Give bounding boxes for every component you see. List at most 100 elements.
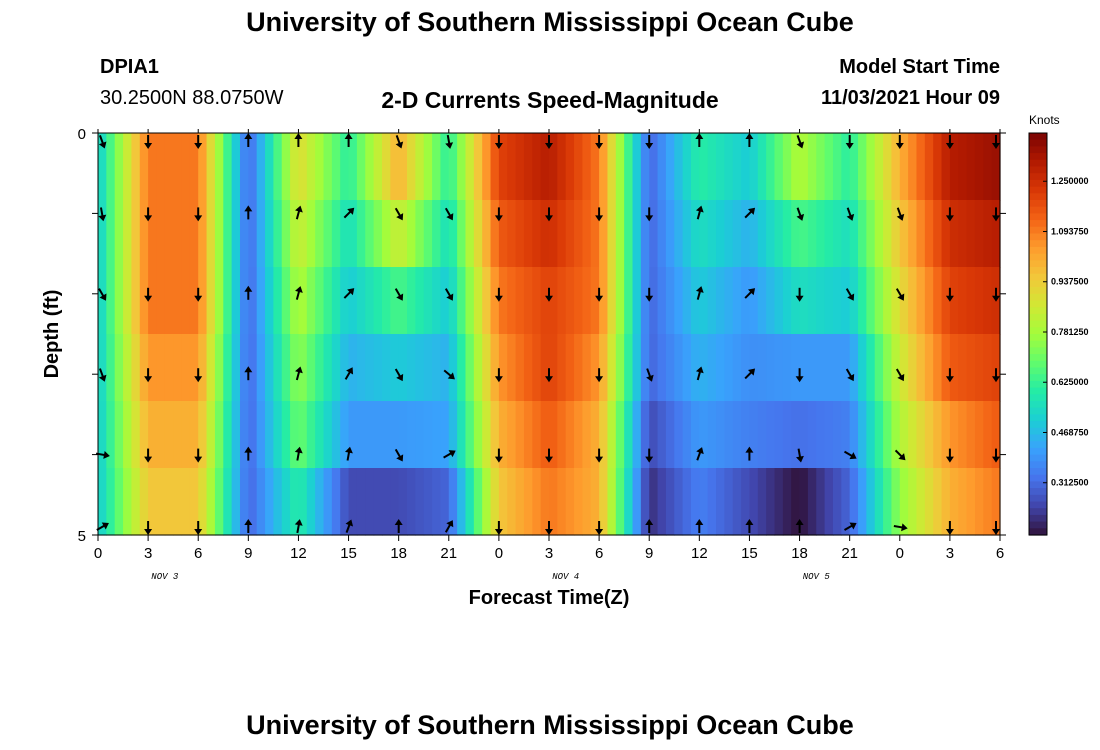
heat-cell (239, 267, 249, 335)
heat-cell (590, 133, 600, 201)
heat-cell (248, 468, 258, 536)
current-arrow (595, 207, 604, 222)
current-arrow (595, 448, 604, 463)
current-arrow (194, 207, 203, 222)
heat-cell (866, 468, 876, 536)
heat-cell (256, 334, 266, 402)
current-arrow (444, 288, 454, 301)
heat-cell (615, 267, 625, 335)
heat-cell (699, 267, 709, 335)
current-arrow (745, 133, 754, 147)
heat-cell (858, 468, 867, 536)
heat-cell (223, 334, 233, 402)
heat-cell (457, 267, 467, 335)
heat-cell (791, 200, 801, 268)
heat-cell (214, 133, 224, 201)
heat-cell (390, 133, 400, 201)
heat-cell (941, 334, 951, 402)
colorbar-segment (1029, 387, 1047, 395)
heat-cell (724, 267, 734, 335)
heat-cell (899, 200, 909, 268)
heat-cell (891, 267, 901, 335)
heat-cell (465, 267, 475, 335)
heat-cell (732, 200, 742, 268)
heat-cell (824, 267, 834, 335)
heat-cell (114, 200, 124, 268)
current-arrow (345, 446, 353, 461)
heat-cell (164, 401, 174, 469)
heat-cell (423, 267, 433, 335)
heat-cell (256, 267, 266, 335)
x-tick-label: 0 (94, 545, 102, 562)
heat-cell (949, 200, 959, 268)
current-arrow (893, 523, 908, 532)
heat-cell (281, 267, 291, 335)
currents-chart: 0 3 6 9 12 15 18 21 0 3 6 9 12 15 18 21 0 3 6 05 NOV 3 NOV … (41, 113, 1089, 609)
heat-cell (523, 401, 533, 469)
current-arrow (645, 135, 654, 149)
heat-cell (248, 267, 258, 335)
heat-cell (131, 200, 141, 268)
heat-cell (265, 133, 274, 201)
heat-cell (590, 334, 600, 402)
colorbar-segment (1029, 347, 1047, 355)
heat-cell (665, 267, 675, 335)
heat-cell (331, 200, 341, 268)
heat-cell (164, 133, 174, 201)
heat-cell (908, 133, 918, 201)
heat-cell (482, 401, 492, 469)
heat-cell (707, 133, 717, 201)
heat-cell (340, 401, 350, 469)
heat-cell (515, 200, 525, 268)
current-arrow (494, 135, 503, 149)
heat-cell (749, 401, 759, 469)
current-arrow (945, 368, 954, 383)
heat-cell (106, 200, 116, 268)
heat-cell (365, 334, 375, 402)
heat-cell (239, 200, 249, 268)
heat-cell (148, 334, 158, 402)
heat-cell (674, 133, 684, 201)
heat-cell (707, 401, 717, 469)
heat-cell (766, 334, 776, 402)
heat-cell (565, 200, 575, 268)
heat-cell (540, 133, 550, 201)
heat-cell (189, 468, 199, 536)
heat-cell (432, 133, 442, 201)
heat-cell (306, 267, 316, 335)
heat-cell (540, 334, 550, 402)
colorbar-segment (1029, 514, 1047, 523)
heat-cell (774, 267, 784, 335)
heat-cell (615, 334, 625, 402)
colorbar-segment (1029, 447, 1047, 456)
heat-cell (707, 267, 717, 335)
heat-cell (665, 468, 675, 536)
current-arrow (795, 368, 804, 383)
heat-cell (674, 200, 684, 268)
heat-cell (699, 468, 709, 536)
current-arrow (896, 207, 905, 221)
heat-cell (206, 200, 216, 268)
colorbar-segment (1029, 468, 1047, 476)
heat-cell (974, 468, 984, 536)
colorbar-segment (1029, 501, 1047, 509)
heat-cell (590, 200, 600, 268)
heat-cell (256, 468, 266, 536)
current-arrow (194, 135, 203, 149)
heat-cell (832, 267, 842, 335)
heat-cell (832, 133, 842, 201)
heat-cell (549, 267, 558, 335)
heat-cell (749, 468, 759, 536)
heat-cell (239, 334, 249, 402)
heat-cell (432, 401, 442, 469)
colorbar-tick-label: 1.250000 (1051, 176, 1089, 186)
current-arrow (796, 135, 805, 149)
y-tick-label: 0 (78, 126, 86, 143)
heat-cell (273, 200, 283, 268)
heat-cell (106, 133, 116, 201)
heat-cell (716, 133, 725, 201)
heat-cell (214, 267, 224, 335)
current-arrow (695, 286, 704, 300)
current-arrow (295, 366, 303, 381)
heat-cell (373, 133, 383, 201)
